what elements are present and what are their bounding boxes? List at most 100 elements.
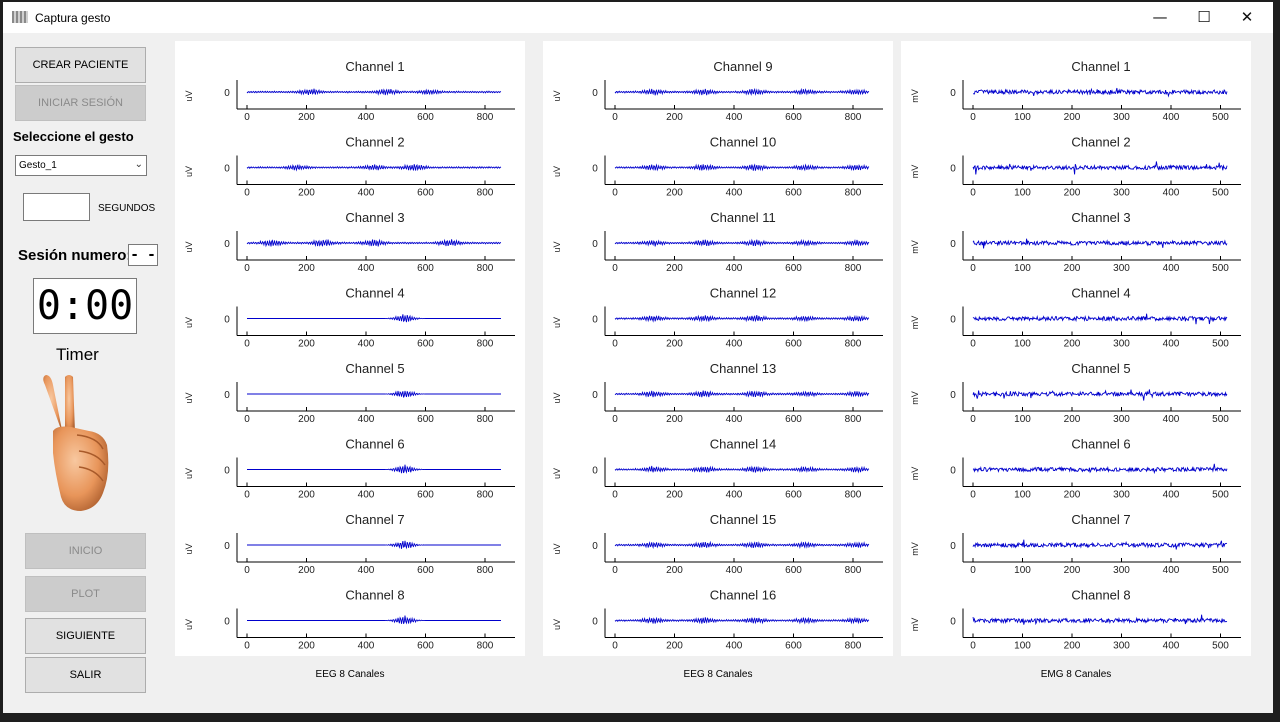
x-tick-label: 100 — [1014, 339, 1031, 350]
x-tick-label: 400 — [1163, 490, 1180, 501]
x-tick-label: 400 — [358, 565, 375, 576]
inicio-button[interactable]: INICIO — [25, 533, 146, 569]
x-tick-label: 200 — [1064, 339, 1081, 350]
signal-trace — [247, 464, 501, 474]
x-tick-label: 400 — [1163, 188, 1180, 199]
y-tick-label: 0 — [592, 390, 598, 401]
y-axis-unit-label: mV — [910, 542, 920, 556]
y-tick-label: 0 — [950, 390, 956, 401]
y-tick-label: 0 — [592, 466, 598, 477]
crear-paciente-button[interactable]: CREAR PACIENTE — [15, 47, 146, 83]
x-tick-label: 200 — [1064, 641, 1081, 652]
session-number-display: - - — [128, 244, 158, 266]
x-tick-label: 400 — [726, 339, 743, 350]
x-tick-label: 600 — [417, 490, 434, 501]
x-tick-label: 100 — [1014, 112, 1031, 123]
y-tick-label: 0 — [592, 541, 598, 552]
minimize-button[interactable]: — — [1152, 8, 1168, 26]
x-tick-label: 600 — [785, 188, 802, 199]
timer-display: 0:00 — [33, 278, 137, 334]
signal-trace — [972, 313, 1228, 325]
x-tick-label: 200 — [1064, 490, 1081, 501]
y-tick-label: 0 — [592, 315, 598, 326]
channel-title: Channel 8 — [1071, 588, 1130, 603]
channel-title: Channel 3 — [345, 210, 404, 225]
timer-label: Timer — [56, 345, 99, 364]
plot-button[interactable]: PLOT — [25, 576, 146, 612]
channel-title: Channel 6 — [1071, 437, 1130, 452]
y-axis-unit-label: uV — [184, 166, 194, 177]
signal-trace — [614, 314, 870, 323]
x-tick-label: 500 — [1212, 339, 1229, 350]
signal-trace — [614, 163, 870, 172]
emg-panel: Channel 1 mV 0 0 100 200 300 400 500 Channel 2 mV 0… — [901, 41, 1251, 656]
x-tick-label: 300 — [1113, 414, 1130, 425]
siguiente-button[interactable]: SIGUIENTE — [25, 618, 146, 654]
salir-button[interactable]: SALIR — [25, 657, 146, 693]
y-axis-unit-label: uV — [184, 317, 194, 328]
x-tick-label: 500 — [1212, 188, 1229, 199]
y-tick-label: 0 — [592, 88, 598, 99]
x-tick-label: 0 — [612, 641, 618, 652]
iniciar-sesion-button[interactable]: INICIAR SESIÓN — [15, 85, 146, 121]
x-tick-label: 100 — [1014, 414, 1031, 425]
y-tick-label: 0 — [224, 541, 230, 552]
maximize-button[interactable]: ☐ — [1197, 8, 1211, 26]
x-tick-label: 200 — [1064, 112, 1081, 123]
x-tick-label: 800 — [845, 112, 862, 123]
x-tick-label: 600 — [785, 490, 802, 501]
chevron-down-icon: ⌄ — [134, 159, 143, 170]
x-tick-label: 0 — [970, 490, 976, 501]
x-tick-label: 100 — [1014, 565, 1031, 576]
x-tick-label: 400 — [358, 263, 375, 274]
y-axis-unit-label: uV — [552, 90, 562, 101]
x-tick-label: 400 — [1163, 112, 1180, 123]
seconds-input[interactable] — [23, 193, 90, 221]
y-tick-label: 0 — [950, 164, 956, 175]
channel-title: Channel 16 — [710, 588, 777, 603]
x-tick-label: 400 — [1163, 339, 1180, 350]
x-tick-label: 800 — [477, 112, 494, 123]
x-tick-label: 200 — [666, 188, 683, 199]
y-axis-unit-label: uV — [184, 543, 194, 554]
x-tick-label: 800 — [845, 339, 862, 350]
y-axis-unit-label: mV — [910, 316, 920, 330]
eeg-panel-2-plots: Channel 9 uV 0 0 200 400 600 800 Channel 10 uV 0 0 2… — [552, 59, 883, 652]
signal-trace — [972, 238, 1228, 249]
y-axis-unit-label: uV — [552, 543, 562, 554]
x-tick-label: 800 — [477, 188, 494, 199]
channel-title: Channel 8 — [345, 588, 404, 603]
x-tick-label: 0 — [612, 263, 618, 274]
y-axis-unit-label: uV — [552, 468, 562, 479]
x-tick-label: 0 — [970, 188, 976, 199]
app-icon — [12, 11, 28, 23]
x-tick-label: 200 — [1064, 263, 1081, 274]
x-tick-label: 200 — [298, 565, 315, 576]
y-axis-unit-label: uV — [552, 392, 562, 403]
gesture-select-value: Gesto_1 — [19, 160, 57, 171]
channel-title: Channel 15 — [710, 512, 777, 527]
channel-title: Channel 5 — [345, 361, 404, 376]
x-tick-label: 800 — [845, 490, 862, 501]
app-window: Captura gesto — ☐ ✕ CREAR PACIENTE INICI… — [3, 2, 1273, 713]
channel-title: Channel 11 — [710, 210, 776, 225]
signal-trace — [614, 87, 870, 96]
y-tick-label: 0 — [224, 315, 230, 326]
x-tick-label: 500 — [1212, 565, 1229, 576]
x-tick-label: 200 — [666, 414, 683, 425]
x-tick-label: 600 — [417, 339, 434, 350]
channel-title: Channel 13 — [710, 361, 777, 376]
x-tick-label: 200 — [298, 188, 315, 199]
x-tick-label: 0 — [244, 112, 250, 123]
signal-trace — [614, 238, 870, 247]
x-tick-label: 300 — [1113, 112, 1130, 123]
close-button[interactable]: ✕ — [1240, 8, 1254, 26]
x-tick-label: 500 — [1212, 263, 1229, 274]
channel-title: Channel 2 — [1071, 135, 1130, 150]
y-axis-unit-label: uV — [184, 241, 194, 252]
y-tick-label: 0 — [224, 164, 230, 175]
panel-caption-3: EMG 8 Canales — [1040, 669, 1112, 680]
x-tick-label: 500 — [1212, 414, 1229, 425]
x-tick-label: 400 — [358, 490, 375, 501]
gesture-select[interactable]: Gesto_1 ⌄ — [15, 155, 147, 176]
